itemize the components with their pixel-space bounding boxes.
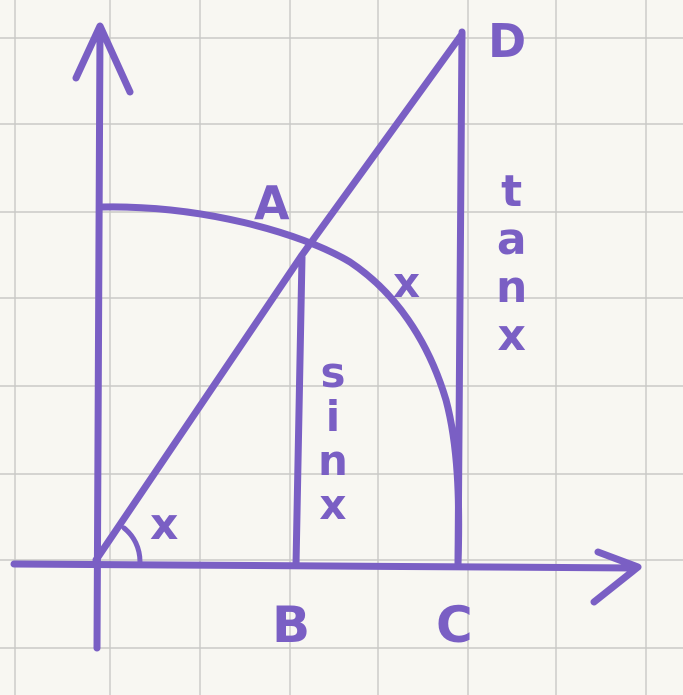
angle-arc — [121, 525, 143, 565]
label-arc-x: x — [393, 258, 421, 307]
tan-letter: a — [496, 214, 527, 265]
sin-letter: i — [325, 392, 341, 441]
tan-letter: n — [496, 262, 528, 313]
tan-letter: t — [501, 166, 523, 217]
label-sin-x: s i n x — [318, 352, 348, 526]
label-point-b: B — [272, 596, 311, 654]
label-tan-x: t a n x — [496, 170, 527, 358]
segment-ab — [292, 253, 306, 569]
tan-letter: x — [497, 310, 526, 361]
label-angle-x: x — [150, 499, 179, 550]
x-axis — [10, 560, 640, 572]
sin-letter: n — [318, 436, 348, 485]
label-point-a: A — [254, 176, 290, 230]
segment-dc — [454, 28, 466, 570]
label-point-d: D — [488, 14, 527, 68]
x-axis-arrowhead — [590, 548, 642, 606]
y-axis-arrowhead — [72, 22, 134, 96]
label-point-c: C — [436, 596, 473, 654]
sin-letter: x — [319, 480, 347, 529]
sin-letter: s — [320, 348, 346, 397]
y-axis — [93, 26, 104, 652]
